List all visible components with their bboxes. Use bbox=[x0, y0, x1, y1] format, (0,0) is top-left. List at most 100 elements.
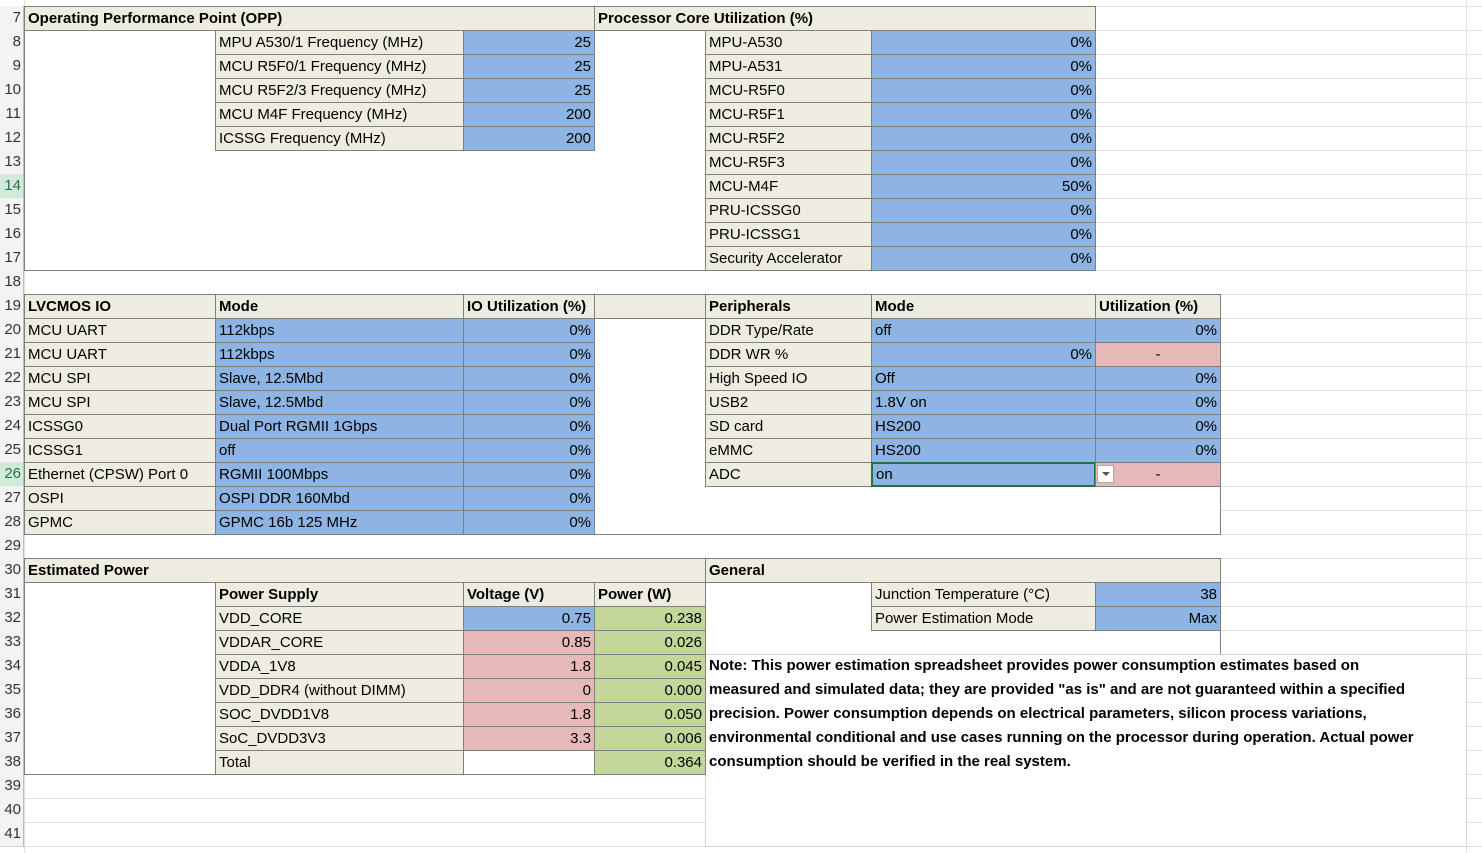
label-cell: MCU-R5F2 bbox=[705, 126, 872, 151]
row-header[interactable]: 38 bbox=[0, 750, 24, 775]
input-cell[interactable]: 0% bbox=[463, 342, 595, 367]
input-cell[interactable]: 0% bbox=[463, 366, 595, 391]
row-header[interactable]: 7 bbox=[0, 6, 24, 31]
row-header[interactable]: 27 bbox=[0, 486, 24, 511]
row-header[interactable]: 9 bbox=[0, 54, 24, 79]
row-header[interactable]: 20 bbox=[0, 318, 24, 343]
row-header[interactable]: 22 bbox=[0, 366, 24, 391]
input-cell[interactable]: 112kbps bbox=[215, 342, 464, 367]
input-cell[interactable]: 25 bbox=[463, 54, 595, 79]
input-cell[interactable]: Off bbox=[871, 366, 1096, 391]
input-cell[interactable]: 0% bbox=[1095, 318, 1221, 343]
input-cell[interactable]: 0% bbox=[1095, 414, 1221, 439]
row-header[interactable]: 18 bbox=[0, 270, 24, 295]
input-cell[interactable]: 0% bbox=[463, 438, 595, 463]
label-cell: MCU R5F2/3 Frequency (MHz) bbox=[215, 78, 464, 103]
row-header[interactable]: 41 bbox=[0, 822, 24, 847]
input-cell[interactable]: 50% bbox=[871, 174, 1096, 199]
input-cell[interactable]: 0.75 bbox=[463, 606, 595, 631]
input-cell[interactable]: off bbox=[215, 438, 464, 463]
input-cell[interactable]: 25 bbox=[463, 78, 595, 103]
row-header[interactable]: 32 bbox=[0, 606, 24, 631]
row-header[interactable]: 17 bbox=[0, 246, 24, 271]
input-cell[interactable]: 0% bbox=[871, 78, 1096, 103]
row-header[interactable]: 25 bbox=[0, 438, 24, 463]
selected-cell[interactable]: on bbox=[871, 462, 1096, 487]
row-header[interactable]: 36 bbox=[0, 702, 24, 727]
row-header[interactable]: 21 bbox=[0, 342, 24, 367]
input-cell[interactable]: Dual Port RGMII 1Gbps bbox=[215, 414, 464, 439]
input-cell[interactable]: 0% bbox=[463, 510, 595, 535]
input-cell[interactable]: 0% bbox=[1095, 366, 1221, 391]
row-header[interactable]: 26 bbox=[0, 462, 24, 487]
input-cell[interactable]: 0% bbox=[871, 222, 1096, 247]
label-cell: DDR Type/Rate bbox=[705, 318, 872, 343]
label-cell: Total bbox=[215, 750, 464, 775]
input-cell[interactable]: RGMII 100Mbps bbox=[215, 462, 464, 487]
label-cell: ICSSG0 bbox=[24, 414, 216, 439]
row-header[interactable]: 33 bbox=[0, 630, 24, 655]
row-header[interactable]: 24 bbox=[0, 414, 24, 439]
input-cell[interactable]: off bbox=[871, 318, 1096, 343]
input-cell[interactable]: 1.8V on bbox=[871, 390, 1096, 415]
input-cell[interactable]: Slave, 12.5Mbd bbox=[215, 366, 464, 391]
input-cell[interactable]: 0% bbox=[463, 390, 595, 415]
result-cell: 0.238 bbox=[594, 606, 706, 631]
row-header[interactable]: 31 bbox=[0, 582, 24, 607]
row-header[interactable]: 39 bbox=[0, 774, 24, 799]
row-header[interactable]: 16 bbox=[0, 222, 24, 247]
input-cell[interactable]: GPMC 16b 125 MHz bbox=[215, 510, 464, 535]
label-cell: Junction Temperature (°C) bbox=[871, 582, 1096, 607]
input-cell[interactable]: 0% bbox=[463, 462, 595, 487]
row-header[interactable]: 37 bbox=[0, 726, 24, 751]
dropdown-button[interactable] bbox=[1097, 465, 1114, 483]
input-cell[interactable]: 0% bbox=[871, 198, 1096, 223]
input-cell[interactable]: 25 bbox=[463, 30, 595, 55]
input-cell[interactable]: 0% bbox=[871, 246, 1096, 271]
input-cell[interactable]: Slave, 12.5Mbd bbox=[215, 390, 464, 415]
row-header[interactable]: 14 bbox=[0, 174, 24, 199]
row-header[interactable]: 13 bbox=[0, 150, 24, 175]
row-header[interactable]: 30 bbox=[0, 558, 24, 583]
row-header[interactable]: 28 bbox=[0, 510, 24, 535]
input-cell[interactable]: 0% bbox=[463, 318, 595, 343]
input-cell[interactable]: 200 bbox=[463, 126, 595, 151]
row-header[interactable]: 23 bbox=[0, 390, 24, 415]
input-cell[interactable]: 0% bbox=[463, 414, 595, 439]
row-header[interactable]: 12 bbox=[0, 126, 24, 151]
input-cell[interactable]: 0% bbox=[871, 126, 1096, 151]
input-cell[interactable]: Max bbox=[1095, 606, 1221, 631]
column-header: Power (W) bbox=[594, 582, 706, 607]
computed-cell: 0.85 bbox=[463, 630, 595, 655]
row-header[interactable]: 11 bbox=[0, 102, 24, 127]
row-header[interactable]: 40 bbox=[0, 798, 24, 823]
input-cell[interactable]: 0% bbox=[463, 486, 595, 511]
row-header[interactable]: 29 bbox=[0, 534, 24, 559]
row-header[interactable]: 35 bbox=[0, 678, 24, 703]
input-cell[interactable]: 0% bbox=[871, 342, 1096, 367]
column-header: IO Utilization (%) bbox=[463, 294, 595, 319]
input-cell[interactable]: HS200 bbox=[871, 438, 1096, 463]
label-cell: GPMC bbox=[24, 510, 216, 535]
row-header[interactable]: 10 bbox=[0, 78, 24, 103]
input-cell[interactable]: 38 bbox=[1095, 582, 1221, 607]
input-cell[interactable]: 112kbps bbox=[215, 318, 464, 343]
label-cell: MPU A530/1 Frequency (MHz) bbox=[215, 30, 464, 55]
input-cell[interactable]: 0% bbox=[871, 150, 1096, 175]
column-header: Peripherals bbox=[705, 294, 872, 319]
row-header[interactable]: 19 bbox=[0, 294, 24, 319]
input-cell[interactable]: 0% bbox=[871, 102, 1096, 127]
label-cell: VDD_CORE bbox=[215, 606, 464, 631]
input-cell[interactable]: 0% bbox=[1095, 390, 1221, 415]
input-cell[interactable]: 200 bbox=[463, 102, 595, 127]
row-header[interactable]: 8 bbox=[0, 30, 24, 55]
row-header[interactable]: 15 bbox=[0, 198, 24, 223]
input-cell[interactable]: 0% bbox=[871, 30, 1096, 55]
input-cell[interactable]: 0% bbox=[1095, 438, 1221, 463]
grid-line bbox=[1466, 0, 1467, 853]
input-cell[interactable]: 0% bbox=[871, 54, 1096, 79]
row-header[interactable]: 34 bbox=[0, 654, 24, 679]
input-cell[interactable]: HS200 bbox=[871, 414, 1096, 439]
input-cell[interactable]: OSPI DDR 160Mbd bbox=[215, 486, 464, 511]
